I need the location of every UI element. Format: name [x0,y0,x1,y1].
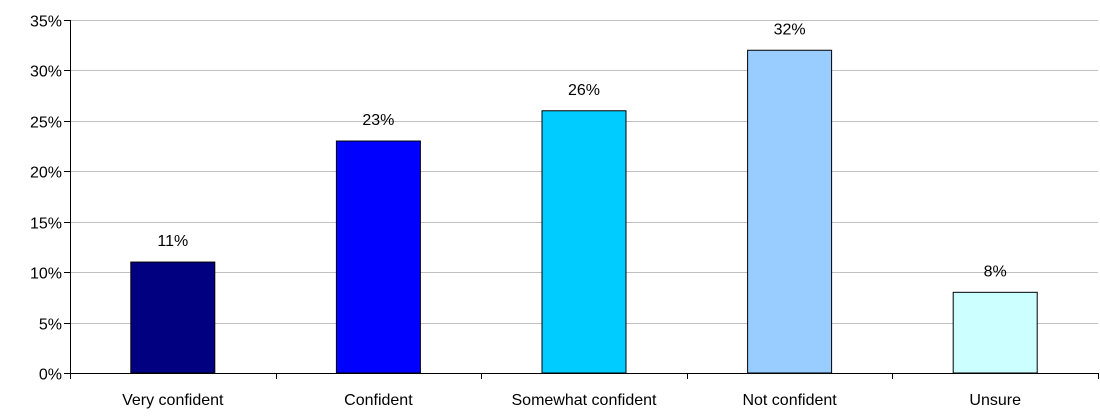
data-label: 32% [774,21,806,38]
y-tick-label: 15% [30,216,62,233]
y-tick-label: 20% [30,165,62,182]
data-label: 8% [984,263,1007,280]
bars [130,49,1038,374]
y-tick-label: 5% [39,317,62,334]
x-category-label: Not confident [742,392,837,409]
bar [747,49,833,374]
data-label: 23% [362,112,394,129]
x-category-label: Unsure [969,392,1021,409]
y-tick-label: 35% [30,14,62,31]
bar [130,261,216,374]
x-category-label: Somewhat confident [512,392,658,409]
y-tick-label: 10% [30,266,62,283]
labels: 0% 5% 10% 15% 20% 25% 30% 35% 11% Very confident 2… [30,14,1021,410]
data-label: 11% [157,233,188,250]
bar [335,140,421,374]
y-tick-label: 30% [30,64,62,81]
data-label: 26% [568,82,600,99]
x-category-label: Very confident [122,392,224,409]
y-tick-label: 25% [30,115,62,132]
y-tick-label: 0% [39,367,62,384]
bar [541,110,627,374]
x-category-label: Confident [344,392,413,409]
bar [952,291,1038,374]
